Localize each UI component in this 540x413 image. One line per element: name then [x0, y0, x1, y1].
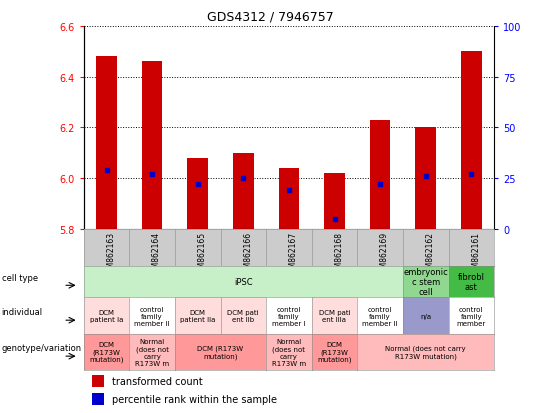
Text: iPSC: iPSC — [234, 278, 253, 286]
Text: GSM862169: GSM862169 — [380, 231, 389, 277]
Text: GSM862166: GSM862166 — [244, 231, 252, 277]
Text: embryonic
c stem
cell: embryonic c stem cell — [403, 267, 448, 297]
Text: DCM pati
ent IIb: DCM pati ent IIb — [227, 309, 259, 323]
Text: genotype/variation: genotype/variation — [2, 343, 82, 352]
Text: GSM862162: GSM862162 — [426, 231, 435, 277]
Bar — [461, 52, 482, 229]
Text: DCM
(R173W
mutation): DCM (R173W mutation) — [318, 342, 352, 363]
Text: control
family
member I: control family member I — [272, 306, 306, 326]
Bar — [142, 62, 163, 229]
Text: DCM
patient Ia: DCM patient Ia — [90, 309, 123, 323]
Text: Normal
(does not
carry
R173W m: Normal (does not carry R173W m — [272, 338, 306, 366]
Text: DCM
patient IIa: DCM patient IIa — [180, 309, 215, 323]
Text: GDS4312 / 7946757: GDS4312 / 7946757 — [207, 10, 333, 23]
Bar — [233, 153, 254, 229]
Text: DCM
(R173W
mutation): DCM (R173W mutation) — [89, 342, 124, 363]
Bar — [370, 121, 390, 229]
Text: DCM (R173W
mutation): DCM (R173W mutation) — [198, 345, 244, 359]
Bar — [415, 128, 436, 229]
Text: Normal
(does not
carry
R173W m: Normal (does not carry R173W m — [135, 338, 169, 366]
Text: percentile rank within the sample: percentile rank within the sample — [112, 394, 278, 404]
Bar — [279, 169, 299, 229]
Text: fibrobl
ast: fibrobl ast — [458, 272, 485, 292]
Text: GSM862161: GSM862161 — [471, 231, 480, 277]
Bar — [92, 375, 104, 387]
Text: GSM862167: GSM862167 — [289, 231, 298, 277]
Text: control
family
member II: control family member II — [362, 306, 398, 326]
Text: individual: individual — [2, 307, 43, 316]
Bar — [187, 158, 208, 229]
Text: GSM862165: GSM862165 — [198, 231, 207, 277]
Text: GSM862164: GSM862164 — [152, 231, 161, 277]
Text: DCM pati
ent IIIa: DCM pati ent IIIa — [319, 309, 350, 323]
Text: GSM862168: GSM862168 — [334, 231, 343, 277]
Text: Normal (does not carry
R173W mutation): Normal (does not carry R173W mutation) — [386, 345, 466, 359]
Bar — [92, 393, 104, 405]
Text: n/a: n/a — [420, 313, 431, 319]
Text: transformed count: transformed count — [112, 376, 203, 387]
Bar — [324, 173, 345, 229]
Text: GSM862163: GSM862163 — [106, 231, 116, 277]
Text: control
family
member: control family member — [457, 306, 486, 326]
Text: control
family
member II: control family member II — [134, 306, 170, 326]
Text: cell type: cell type — [2, 274, 38, 282]
Bar — [96, 57, 117, 229]
